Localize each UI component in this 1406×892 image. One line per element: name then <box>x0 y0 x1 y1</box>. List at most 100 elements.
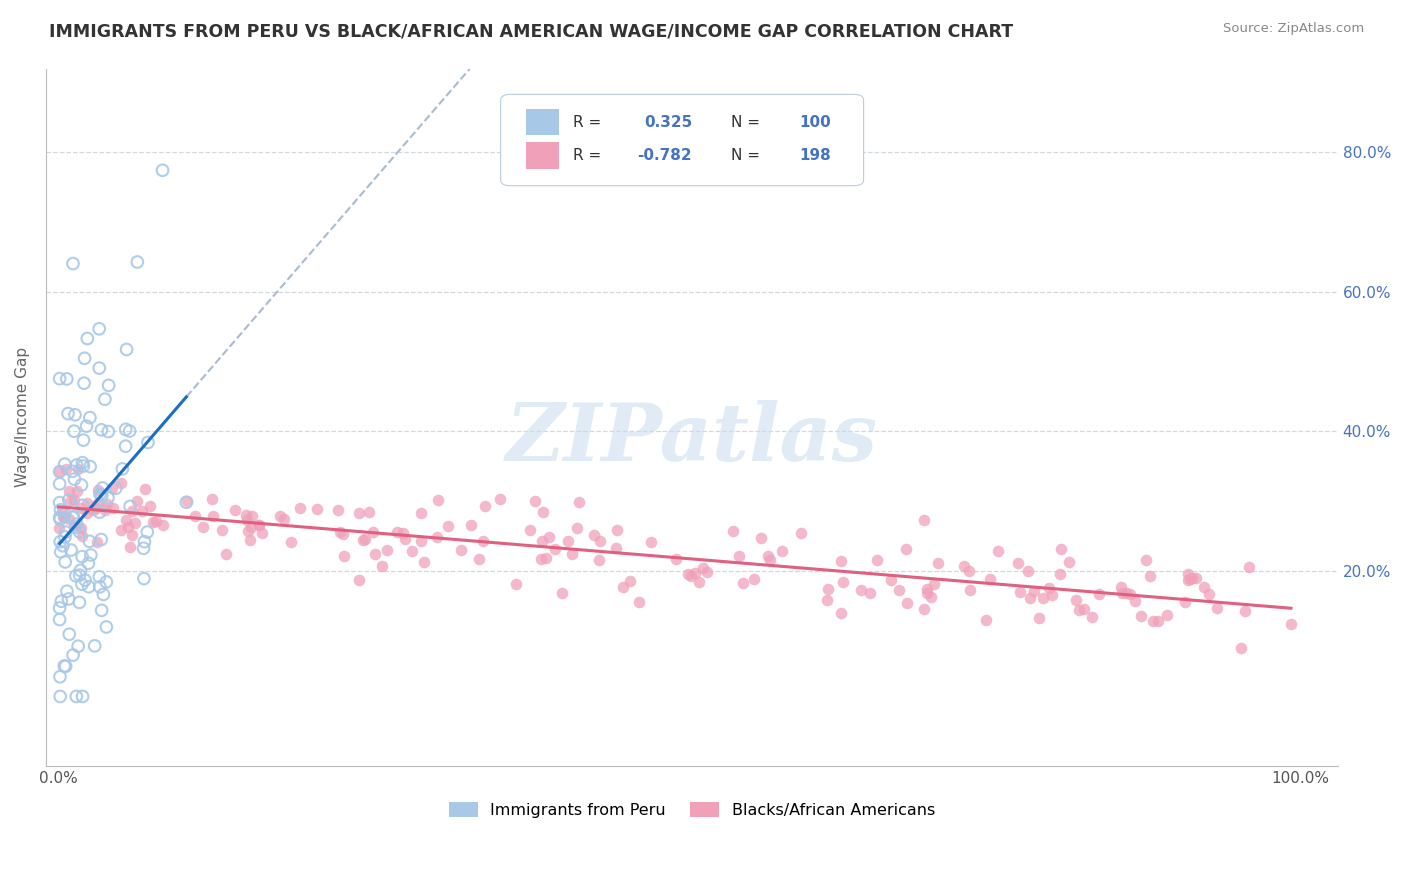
Point <box>62 464 84 478</box>
Point <box>394 533 416 547</box>
Point <box>1156 607 1178 622</box>
Point <box>565 521 588 535</box>
Point <box>247 518 270 533</box>
Point <box>749 531 772 545</box>
Point <box>354 532 377 546</box>
Point <box>412 555 434 569</box>
Point <box>55 525 77 540</box>
Point <box>67 595 90 609</box>
Point <box>534 551 557 566</box>
Point <box>49 503 72 517</box>
Point <box>721 524 744 539</box>
Point <box>89 361 111 376</box>
Point <box>60 492 83 507</box>
Point <box>48 521 70 535</box>
Point <box>132 572 155 586</box>
Point <box>1059 555 1081 569</box>
Point <box>101 481 124 495</box>
Point <box>915 582 938 596</box>
Point <box>676 567 699 582</box>
Point <box>56 372 79 386</box>
Point <box>52 510 75 524</box>
Point <box>215 547 238 561</box>
Point <box>76 419 98 434</box>
Point <box>51 594 73 608</box>
Point <box>1192 580 1215 594</box>
Point <box>1008 585 1031 599</box>
Point <box>1177 573 1199 587</box>
Point <box>1040 588 1063 602</box>
Point <box>450 543 472 558</box>
Point <box>357 505 380 519</box>
Point <box>471 534 494 549</box>
Point <box>288 501 311 516</box>
Point <box>139 499 162 513</box>
FancyBboxPatch shape <box>526 143 558 169</box>
Point <box>770 544 793 558</box>
Point <box>79 410 101 425</box>
Point <box>426 493 449 508</box>
Point <box>605 541 627 556</box>
Point <box>865 553 887 567</box>
Point <box>58 493 80 508</box>
Point <box>79 534 101 549</box>
Point <box>1178 572 1201 586</box>
Point <box>79 459 101 474</box>
Point <box>1032 591 1054 605</box>
Point <box>63 408 86 422</box>
Point <box>65 569 87 583</box>
Point <box>49 690 72 704</box>
Point <box>1234 604 1257 618</box>
Point <box>1198 587 1220 601</box>
Point <box>247 518 270 533</box>
Point <box>90 603 112 617</box>
Point <box>48 601 70 615</box>
Point <box>692 561 714 575</box>
Point <box>145 514 167 528</box>
Point <box>70 577 93 591</box>
Point <box>537 530 560 544</box>
Point <box>53 659 76 673</box>
Point <box>72 456 94 470</box>
Text: 0.325: 0.325 <box>644 115 692 129</box>
Point <box>121 528 143 542</box>
Point <box>817 582 839 596</box>
Point <box>58 483 80 498</box>
Point <box>90 489 112 503</box>
Point <box>953 559 976 574</box>
Point <box>136 524 159 539</box>
Point <box>94 503 117 517</box>
Point <box>790 525 813 540</box>
Point <box>333 549 356 563</box>
Point <box>887 582 910 597</box>
Point <box>1038 581 1060 595</box>
Point <box>696 566 718 580</box>
Point <box>912 513 935 527</box>
Point <box>236 513 259 527</box>
Point <box>76 507 98 521</box>
Text: ZIPatlas: ZIPatlas <box>506 400 877 477</box>
Point <box>1123 594 1146 608</box>
Point <box>120 500 142 514</box>
Point <box>131 504 153 518</box>
Point <box>1019 591 1042 605</box>
Point <box>896 596 918 610</box>
Point <box>183 508 205 523</box>
Point <box>66 517 89 532</box>
Point <box>63 493 86 508</box>
Point <box>1181 571 1204 585</box>
Point <box>58 627 80 641</box>
Point <box>411 506 433 520</box>
Point <box>922 577 945 591</box>
Point <box>176 495 198 509</box>
Point <box>959 583 981 598</box>
Text: -0.782: -0.782 <box>637 148 692 163</box>
Point <box>1022 583 1045 598</box>
Point <box>683 566 706 581</box>
Point <box>65 690 87 704</box>
Point <box>468 551 491 566</box>
Point <box>76 332 98 346</box>
Point <box>60 543 83 558</box>
Point <box>959 565 981 579</box>
Point <box>551 586 574 600</box>
